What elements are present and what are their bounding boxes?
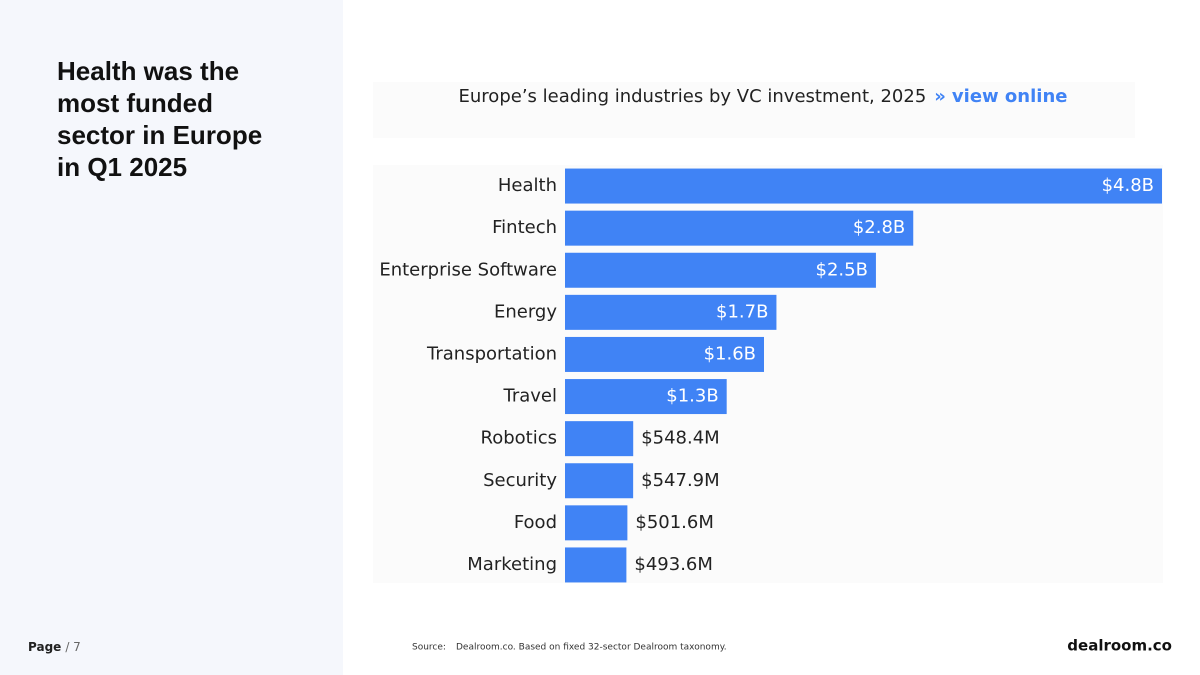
category-label: Food (514, 512, 557, 533)
value-label: $548.4M (641, 428, 720, 449)
chart-title-line: Europe’s leading industries by VC invest… (459, 86, 1068, 107)
value-label: $1.6B (704, 343, 756, 364)
value-label: $547.9M (641, 470, 720, 491)
title-box (373, 82, 1135, 138)
bar (565, 505, 628, 541)
category-label: Marketing (467, 554, 557, 575)
view-online-link[interactable]: view online (952, 86, 1068, 107)
source-label: Source: (412, 643, 446, 653)
category-label: Energy (494, 301, 557, 322)
category-label: Health (498, 175, 557, 196)
category-label: Transportation (426, 343, 557, 364)
slide-heading: Health was the most funded sector in Eur… (57, 56, 263, 182)
bar (565, 379, 727, 415)
bar (565, 421, 634, 457)
bar (565, 252, 876, 288)
link-marker: » (934, 86, 946, 107)
value-label: $1.7B (716, 301, 768, 322)
page-label: Page (28, 640, 61, 654)
value-label: $493.6M (634, 554, 713, 575)
bar (565, 336, 764, 372)
chart-title: Europe’s leading industries by VC invest… (459, 86, 927, 107)
bar (565, 294, 777, 330)
bar (565, 168, 1162, 204)
bar (565, 463, 634, 499)
category-label: Security (483, 470, 557, 491)
category-label: Fintech (492, 217, 557, 238)
bar (565, 547, 627, 583)
value-label: $501.6M (635, 512, 714, 533)
page-total: / 7 (65, 640, 81, 654)
logo: dealroom.co (1067, 637, 1172, 655)
category-label: Enterprise Software (379, 259, 557, 280)
page-number: Page / 7 (28, 640, 81, 654)
bar (565, 210, 914, 246)
category-label: Robotics (481, 428, 557, 449)
category-label: Travel (502, 386, 557, 407)
value-label: $1.3B (666, 386, 718, 407)
side-panel (0, 0, 343, 675)
value-label: $2.5B (816, 259, 868, 280)
value-label: $2.8B (853, 217, 905, 238)
value-label: $4.8B (1102, 175, 1154, 196)
source-text: Dealroom.co. Based on fixed 32-sector De… (456, 643, 727, 653)
